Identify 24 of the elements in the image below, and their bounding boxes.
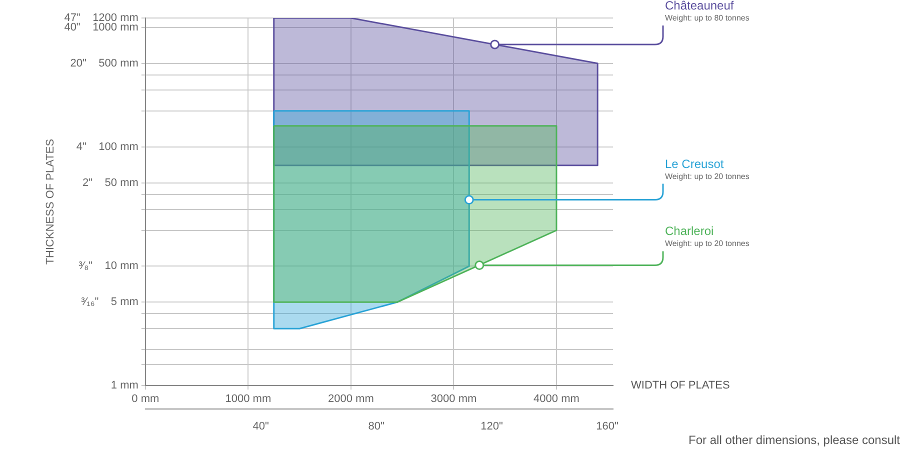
x2-tick-label: 120" (480, 420, 503, 432)
annotation: Weight: up to 80 tonnes (665, 13, 750, 22)
x-tick-label: 4000 mm (534, 393, 580, 406)
annotation: Weight: up to 20 tonnes (665, 239, 750, 248)
y-tick-label: 2" 50 mm (82, 176, 138, 189)
x-tick-label: 2000 mm (328, 393, 374, 406)
y-tick-label: 4" 100 mm (76, 140, 138, 153)
x2-tick-label: 40" (252, 420, 270, 432)
x-tick-label: 0 mm (132, 393, 160, 406)
text: Le Creusot (665, 156, 724, 171)
text: Châteauneuf (665, 0, 734, 12)
x-tick-label: 3000 mm (430, 393, 477, 406)
y-axis-title: THICKNESS OF PLATES (44, 138, 57, 265)
text: For all other dimensions, please consult (688, 433, 901, 447)
x2-tick-label: 80" (368, 420, 384, 432)
y-tick-label: ³⁄₁₆" 5 mm (81, 296, 138, 308)
annotation: Weight: up to 20 tonnes (665, 172, 750, 181)
x-axis-title: WIDTH OF PLATES (631, 380, 730, 392)
y-tick-label: ³⁄₈" 10 mm (78, 260, 138, 272)
x-tick-label: 1000 mm (225, 393, 272, 406)
y-tick-label: 1 mm (110, 380, 138, 392)
y-tick-label: 20" 500 mm (70, 57, 138, 70)
x2-tick-label: 160" (596, 420, 618, 432)
text: Charleroi (665, 224, 714, 238)
